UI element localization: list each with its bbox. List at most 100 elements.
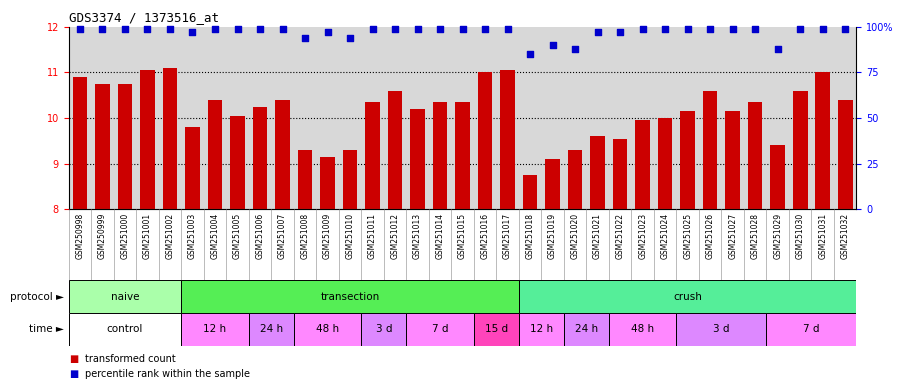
Bar bbox=[69, 280, 181, 313]
Point bbox=[275, 26, 289, 32]
Text: 7 d: 7 d bbox=[431, 324, 448, 334]
Bar bbox=[275, 100, 289, 209]
Bar bbox=[658, 118, 672, 209]
Bar bbox=[725, 111, 740, 209]
Bar bbox=[230, 116, 245, 209]
Text: 7 d: 7 d bbox=[803, 324, 820, 334]
Bar bbox=[793, 91, 808, 209]
Text: GSM251027: GSM251027 bbox=[728, 213, 737, 259]
Point bbox=[185, 29, 200, 35]
Point bbox=[815, 26, 830, 32]
Bar bbox=[253, 107, 267, 209]
Bar bbox=[609, 313, 676, 346]
Bar bbox=[568, 150, 583, 209]
Text: transection: transection bbox=[321, 291, 379, 302]
Text: GSM251018: GSM251018 bbox=[526, 213, 535, 259]
Text: GSM251019: GSM251019 bbox=[548, 213, 557, 259]
Text: GSM251029: GSM251029 bbox=[773, 213, 782, 259]
Bar bbox=[249, 313, 294, 346]
Text: GSM251007: GSM251007 bbox=[278, 213, 287, 259]
Point bbox=[500, 26, 515, 32]
Point bbox=[523, 51, 538, 57]
Bar bbox=[590, 136, 605, 209]
Point bbox=[703, 26, 717, 32]
Text: GSM251016: GSM251016 bbox=[481, 213, 489, 259]
Point bbox=[568, 46, 583, 52]
Bar bbox=[407, 313, 474, 346]
Bar bbox=[518, 280, 856, 313]
Point bbox=[365, 26, 380, 32]
Bar bbox=[432, 102, 447, 209]
Bar bbox=[294, 313, 361, 346]
Text: transformed count: transformed count bbox=[85, 354, 176, 364]
Point bbox=[793, 26, 808, 32]
Point bbox=[321, 29, 335, 35]
Bar bbox=[181, 313, 249, 346]
Point bbox=[545, 42, 560, 48]
Text: 12 h: 12 h bbox=[529, 324, 553, 334]
Text: GSM251013: GSM251013 bbox=[413, 213, 422, 259]
Text: GSM251020: GSM251020 bbox=[571, 213, 580, 259]
Text: ■: ■ bbox=[69, 354, 78, 364]
Bar bbox=[455, 102, 470, 209]
Point bbox=[208, 26, 223, 32]
Bar bbox=[72, 77, 87, 209]
Bar bbox=[361, 313, 407, 346]
Bar bbox=[298, 150, 312, 209]
Bar bbox=[140, 70, 155, 209]
Bar bbox=[523, 175, 538, 209]
Text: 24 h: 24 h bbox=[260, 324, 283, 334]
Point bbox=[298, 35, 312, 41]
Text: percentile rank within the sample: percentile rank within the sample bbox=[85, 369, 250, 379]
Text: GDS3374 / 1373516_at: GDS3374 / 1373516_at bbox=[69, 11, 219, 24]
Text: GSM251004: GSM251004 bbox=[211, 213, 220, 259]
Bar bbox=[770, 146, 785, 209]
Text: GSM251008: GSM251008 bbox=[300, 213, 310, 259]
Bar bbox=[681, 111, 695, 209]
Bar bbox=[163, 68, 178, 209]
Text: GSM251011: GSM251011 bbox=[368, 213, 377, 259]
Bar bbox=[474, 313, 518, 346]
Text: GSM251031: GSM251031 bbox=[818, 213, 827, 259]
Bar bbox=[703, 91, 717, 209]
Point bbox=[636, 26, 650, 32]
Text: protocol ►: protocol ► bbox=[10, 291, 64, 302]
Text: GSM250999: GSM250999 bbox=[98, 213, 107, 259]
Point bbox=[478, 26, 493, 32]
Bar bbox=[343, 150, 357, 209]
Point bbox=[747, 26, 762, 32]
Point bbox=[455, 26, 470, 32]
Point bbox=[95, 26, 110, 32]
Text: GSM251025: GSM251025 bbox=[683, 213, 692, 259]
Text: GSM251006: GSM251006 bbox=[256, 213, 265, 259]
Bar bbox=[613, 139, 627, 209]
Text: GSM251001: GSM251001 bbox=[143, 213, 152, 259]
Point bbox=[432, 26, 447, 32]
Text: GSM250998: GSM250998 bbox=[75, 213, 84, 259]
Text: GSM251000: GSM251000 bbox=[121, 213, 129, 259]
Bar bbox=[747, 102, 762, 209]
Bar bbox=[181, 280, 518, 313]
Bar bbox=[410, 109, 425, 209]
Text: GSM251010: GSM251010 bbox=[345, 213, 354, 259]
Point bbox=[838, 26, 853, 32]
Text: GSM251014: GSM251014 bbox=[436, 213, 444, 259]
Text: GSM251012: GSM251012 bbox=[390, 213, 399, 259]
Point bbox=[681, 26, 695, 32]
Point bbox=[253, 26, 267, 32]
Point bbox=[343, 35, 357, 41]
Text: GSM251024: GSM251024 bbox=[660, 213, 670, 259]
Point bbox=[658, 26, 672, 32]
Bar bbox=[636, 120, 650, 209]
Bar bbox=[387, 91, 402, 209]
Text: naive: naive bbox=[111, 291, 139, 302]
Bar bbox=[564, 313, 609, 346]
Point bbox=[725, 26, 740, 32]
Bar bbox=[815, 73, 830, 209]
Text: GSM251005: GSM251005 bbox=[233, 213, 242, 259]
Point bbox=[770, 46, 785, 52]
Text: GSM251026: GSM251026 bbox=[705, 213, 714, 259]
Bar bbox=[117, 84, 132, 209]
Bar bbox=[676, 313, 767, 346]
Text: 3 d: 3 d bbox=[714, 324, 730, 334]
